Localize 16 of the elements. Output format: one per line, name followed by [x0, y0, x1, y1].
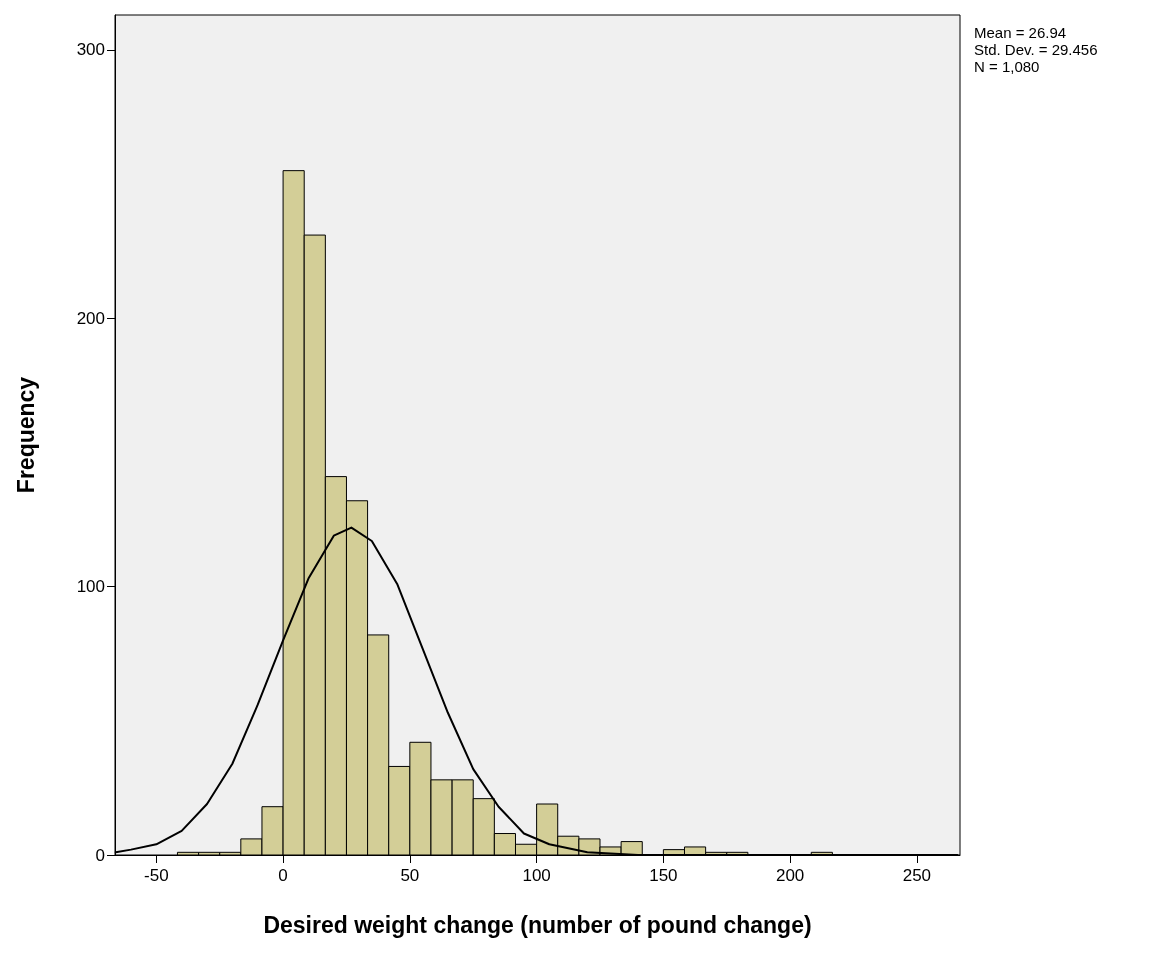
text: Std. Dev. = 29.456	[974, 41, 1098, 58]
x-tick-label: 0	[278, 866, 288, 885]
y-tick-label: 0	[95, 845, 105, 865]
y-tick-label: 300	[76, 40, 105, 60]
x-tick-label: 50	[400, 866, 420, 885]
y-axis-title: Frequency	[12, 376, 39, 494]
x-axis-title: Desired weight change (number of pound change)	[263, 911, 812, 938]
x-tick-label: 200	[775, 866, 805, 885]
text: Mean = 26.94	[974, 24, 1067, 41]
text: N = 1,080	[974, 58, 1040, 75]
x-tick-label: 100	[522, 866, 551, 885]
x-tick-label: 250	[902, 866, 932, 885]
x-tick-label: 150	[649, 866, 678, 885]
y-tick-label: 200	[76, 308, 105, 328]
y-tick-label: 100	[76, 577, 105, 597]
x-tick-label: -50	[144, 866, 169, 885]
